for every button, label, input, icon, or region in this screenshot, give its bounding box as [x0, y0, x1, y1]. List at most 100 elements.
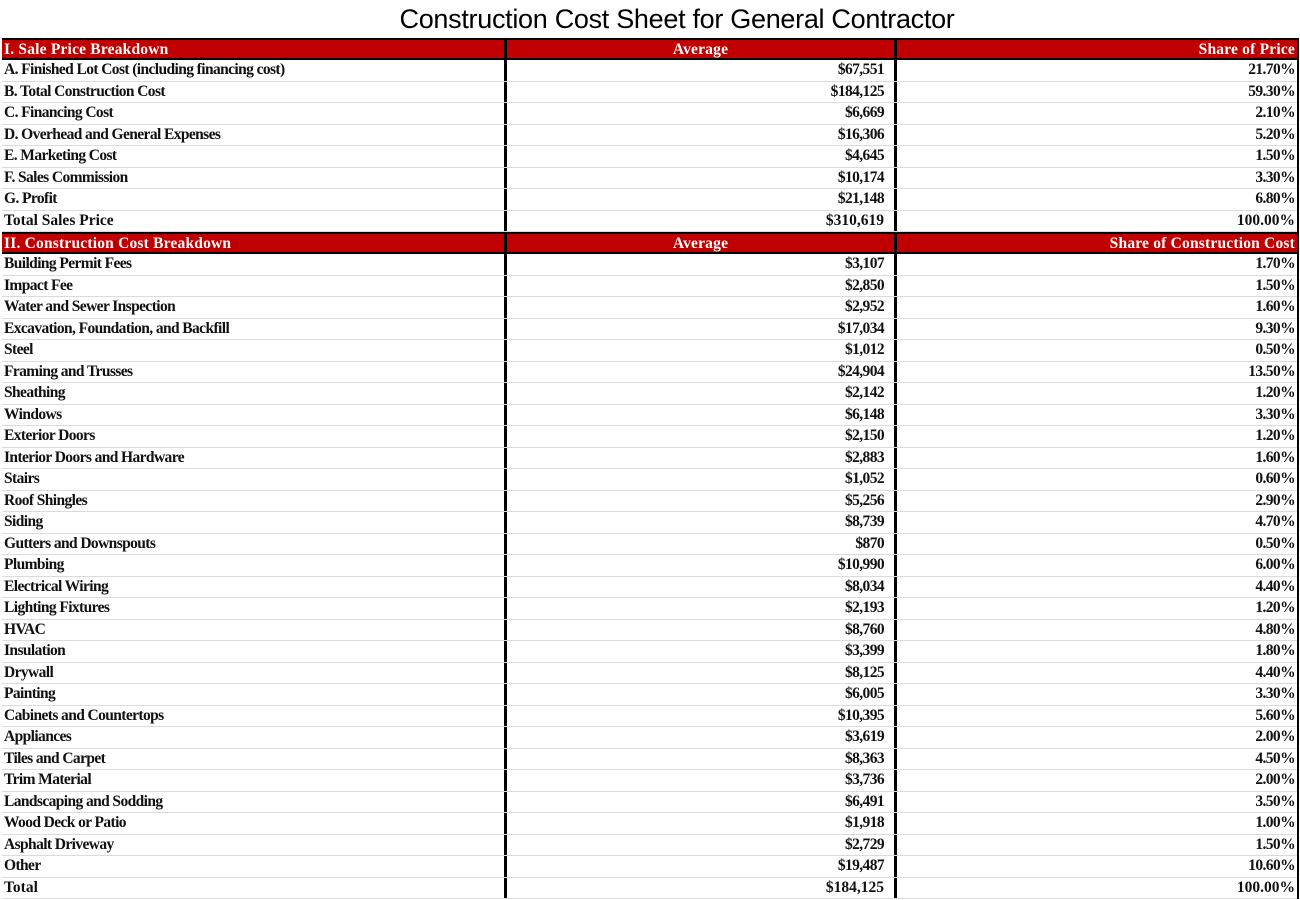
- table-row: E. Marketing Cost $4,645 1.50%: [2, 146, 1297, 168]
- average-value: $19,487: [507, 856, 897, 877]
- share-value: 3.30%: [1255, 685, 1295, 702]
- average-value: $21,148: [507, 189, 897, 210]
- average-value: $24,904: [507, 361, 897, 382]
- share-value: 10.60%: [1248, 857, 1295, 874]
- table-row: C. Financing Cost $6,669 2.10%: [2, 103, 1297, 125]
- average-value: $3,107: [507, 254, 897, 275]
- average-value: $10,174: [507, 167, 897, 188]
- cost-sheet-table: I. Sale Price Breakdown Average Share of P…: [2, 38, 1299, 899]
- average-value: $1,052: [507, 469, 897, 490]
- table-row: Electrical Wiring $8,034 4.40%: [2, 576, 1297, 598]
- share-value: 2.90%: [1255, 491, 1295, 509]
- share-value: 13.50%: [1248, 362, 1295, 380]
- average-value: $1,012: [507, 340, 897, 361]
- item-label: Painting: [2, 684, 507, 705]
- table-row: Gutters and Downspouts $870 0.50%: [2, 533, 1297, 555]
- share-value: 0.60%: [1255, 470, 1295, 487]
- share-value: 6.80%: [1255, 190, 1295, 207]
- share-value: 1.60%: [1255, 448, 1295, 466]
- table-row: Landscaping and Sodding $6,491 3.50%: [2, 791, 1297, 813]
- item-label: E. Marketing Cost: [2, 146, 507, 167]
- item-label: Total Sales Price: [2, 210, 507, 231]
- table-row: Stairs $1,052 0.60%: [2, 469, 1297, 491]
- share-value: 1.50%: [1255, 147, 1295, 164]
- average-value: $8,760: [507, 619, 897, 640]
- table-row: F. Sales Commission $10,174 3.30%: [2, 167, 1297, 189]
- table-row: Building Permit Fees $3,107 1.70%: [2, 254, 1297, 276]
- item-label: Plumbing: [2, 555, 507, 576]
- average-value: $6,148: [507, 404, 897, 425]
- table-row: A. Finished Lot Cost (including financin…: [2, 60, 1297, 82]
- section1-total-row: Total Sales Price $310,619 100.00%: [2, 210, 1297, 232]
- item-label: G. Profit: [2, 189, 507, 210]
- share-value: 1.50%: [1255, 276, 1295, 294]
- share-value: 1.70%: [1255, 255, 1295, 272]
- table-row: Lighting Fixtures $2,193 1.20%: [2, 598, 1297, 620]
- item-label: Building Permit Fees: [2, 254, 507, 275]
- share-value: 2.00%: [1255, 771, 1295, 788]
- share-value: 4.40%: [1255, 663, 1295, 681]
- average-value: $310,619: [507, 210, 897, 231]
- page-title: Construction Cost Sheet for General Cont…: [399, 4, 955, 34]
- table-row: Interior Doors and Hardware $2,883 1.60%: [2, 447, 1297, 469]
- share-value: 5.60%: [1255, 706, 1295, 724]
- item-label: Siding: [2, 512, 507, 533]
- table-row: D. Overhead and General Expenses $16,306 5…: [2, 124, 1297, 146]
- item-label: Stairs: [2, 469, 507, 490]
- share-value: 100.00%: [1236, 211, 1295, 229]
- section-header-title: I. Sale Price Breakdown: [2, 40, 507, 58]
- average-value: $2,952: [507, 297, 897, 318]
- table-row: Cabinets and Countertops $10,395 5.60%: [2, 705, 1297, 727]
- average-value: $6,669: [507, 103, 897, 124]
- share-value: 1.80%: [1255, 642, 1295, 659]
- share-value: 1.00%: [1255, 814, 1295, 831]
- item-label: Cabinets and Countertops: [2, 705, 507, 726]
- item-label: HVAC: [2, 619, 507, 640]
- average-value: $3,399: [507, 641, 897, 662]
- table-row: Sheathing $2,142 1.20%: [2, 383, 1297, 405]
- share-value: 59.30%: [1248, 82, 1295, 100]
- average-value: $184,125: [507, 877, 897, 898]
- share-value: 3.30%: [1255, 168, 1295, 186]
- table-row: Impact Fee $2,850 1.50%: [2, 275, 1297, 297]
- item-label: Landscaping and Sodding: [2, 791, 507, 812]
- table-row: Excavation, Foundation, and Backfill $17,…: [2, 318, 1297, 340]
- average-value: $8,739: [507, 512, 897, 533]
- table-row: Asphalt Driveway $2,729 1.50%: [2, 834, 1297, 856]
- share-value: 1.20%: [1255, 427, 1295, 444]
- average-value: $2,142: [507, 383, 897, 404]
- share-value: 2.10%: [1255, 104, 1295, 121]
- table-row: Framing and Trusses $24,904 13.50%: [2, 361, 1297, 383]
- average-value: $3,619: [507, 727, 897, 748]
- share-value: 4.50%: [1255, 749, 1295, 767]
- share-value: 1.60%: [1255, 298, 1295, 315]
- item-label: Interior Doors and Hardware: [2, 447, 507, 468]
- share-value: 4.80%: [1255, 620, 1295, 638]
- table-row: Appliances $3,619 2.00%: [2, 727, 1297, 749]
- table-row: B. Total Construction Cost $184,125 59.30%: [2, 81, 1297, 103]
- item-label: Framing and Trusses: [2, 361, 507, 382]
- item-label: Electrical Wiring: [2, 576, 507, 597]
- item-label: Exterior Doors: [2, 426, 507, 447]
- share-value: 100.00%: [1236, 878, 1295, 896]
- share-value: 1.20%: [1255, 599, 1295, 616]
- item-label: Roof Shingles: [2, 490, 507, 511]
- item-label: Lighting Fixtures: [2, 598, 507, 619]
- average-value: $5,256: [507, 490, 897, 511]
- table-row: Water and Sewer Inspection $2,952 1.60%: [2, 297, 1297, 319]
- item-label: A. Finished Lot Cost (including financin…: [2, 60, 507, 81]
- average-value: $17,034: [507, 318, 897, 339]
- column-header-share: Share of Price: [1198, 41, 1295, 58]
- section2-header-row: II. Construction Cost Breakdown Average Sh…: [2, 232, 1297, 254]
- table-row: Drywall $8,125 4.40%: [2, 662, 1297, 684]
- table-row: Insulation $3,399 1.80%: [2, 641, 1297, 663]
- item-label: Insulation: [2, 641, 507, 662]
- average-value: $2,850: [507, 275, 897, 296]
- average-value: $4,645: [507, 146, 897, 167]
- table-row: Roof Shingles $5,256 2.90%: [2, 490, 1297, 512]
- share-value: 6.00%: [1255, 556, 1295, 573]
- item-label: F. Sales Commission: [2, 167, 507, 188]
- table-row: HVAC $8,760 4.80%: [2, 619, 1297, 641]
- table-row: Painting $6,005 3.30%: [2, 684, 1297, 706]
- item-label: Impact Fee: [2, 275, 507, 296]
